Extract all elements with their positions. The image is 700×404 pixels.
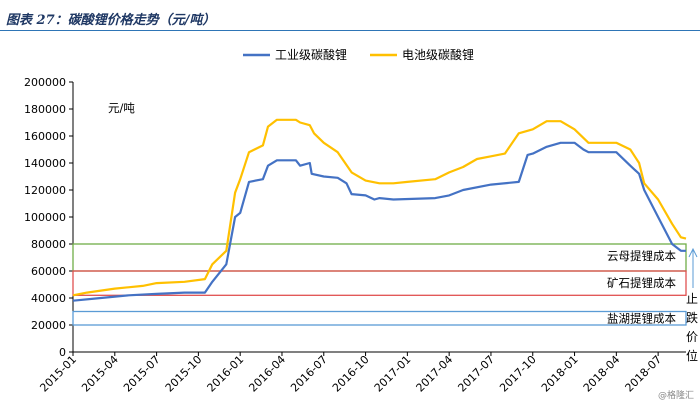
x-tick-label: 2018-01: [539, 353, 581, 395]
x-tick-label: 2017-10: [497, 353, 539, 395]
y-unit-label: 元/吨: [108, 101, 135, 115]
y-tick-label: 140000: [24, 157, 66, 170]
x-tick-label: 2016-01: [205, 353, 247, 395]
x-tick-label: 2017-07: [455, 353, 497, 395]
series-industrial-line: [72, 141, 686, 302]
legend-industrial-label: 工业级碳酸锂: [275, 47, 347, 62]
band-ore-cost-label: 矿石提锂成本: [607, 276, 676, 290]
band-brine-cost-label: 盐湖提锂成本: [607, 311, 676, 325]
y-tick-label: 0: [59, 346, 66, 359]
x-tick-label: 2016-04: [246, 353, 288, 395]
y-tick-label: 20000: [31, 319, 66, 332]
band-mica-cost: [72, 243, 687, 272]
side-arrow-head: [688, 247, 698, 258]
chart-title: 图表 27：碳酸锂价格走势（元/吨）: [6, 13, 216, 28]
y-tick-label: 60000: [31, 265, 66, 278]
series-battery-line: [72, 118, 687, 297]
legend-battery-label: 电池级碳酸锂: [402, 47, 474, 62]
y-tick-label: 80000: [31, 238, 66, 251]
x-tick-label: 2015-01: [37, 353, 79, 395]
y-tick-label: 40000: [31, 292, 66, 305]
band-ore-cost: [72, 270, 687, 296]
y-tick-label: 200000: [24, 76, 66, 89]
title-rule: [0, 30, 700, 31]
x-tick-label: 2017-01: [372, 353, 414, 395]
band-brine-cost: [72, 310, 687, 326]
x-tick-label: 2015-04: [79, 353, 121, 395]
title-bar: 图表 27：碳酸锂价格走势（元/吨）: [0, 0, 700, 30]
side-note: 止跌价位: [685, 292, 698, 363]
x-tick-label: 2015-10: [163, 353, 205, 395]
x-tick-label: 2017-04: [414, 353, 456, 395]
y-tick-label: 120000: [24, 184, 66, 197]
watermark: @格隆汇: [657, 391, 694, 401]
y-tick-label: 180000: [24, 103, 66, 116]
y-tick-label: 100000: [24, 211, 66, 224]
x-tick-label: 2018-04: [581, 353, 623, 395]
x-tick-label: 2016-10: [330, 353, 372, 395]
x-tick-label: 2016-07: [288, 353, 330, 395]
band-mica-cost-label: 云母提锂成本: [607, 249, 676, 263]
x-tick-label: 2015-07: [121, 353, 163, 395]
y-tick-label: 160000: [24, 130, 66, 143]
